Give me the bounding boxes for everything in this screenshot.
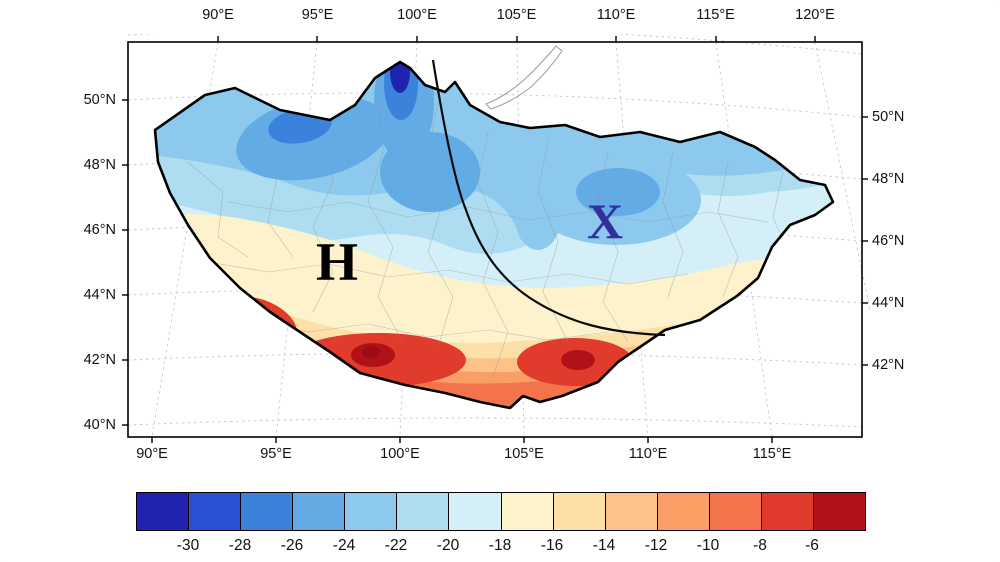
axis-right: 50°N 48°N 46°N 44°N 42°N bbox=[872, 109, 905, 373]
axis-left: 50°N 48°N 46°N 44°N 42°N 40°N bbox=[83, 92, 116, 433]
marker-h: H bbox=[316, 232, 358, 292]
colorbar-labels: -30 -28 -26 -24 -22 -20 -18 -16 -14 -12 -10 -8 -6 bbox=[176, 537, 819, 554]
temp-contour-layer bbox=[390, 62, 410, 93]
colorbar-cell bbox=[137, 493, 189, 530]
colorbar bbox=[136, 492, 866, 531]
temp-contour-layer bbox=[576, 168, 660, 216]
mongolia-outline bbox=[153, 60, 835, 410]
colorbar-cell bbox=[656, 493, 709, 530]
colorbar-cell bbox=[188, 493, 241, 530]
front-line bbox=[431, 59, 666, 337]
colorbar-cell bbox=[292, 493, 345, 530]
colorbar-cell bbox=[448, 493, 501, 530]
province-boundaries bbox=[187, 101, 789, 378]
colorbar-cell bbox=[344, 493, 397, 530]
colorbar-cell bbox=[500, 493, 553, 530]
axis-top: 90°E 95°E 100°E 105°E 110°E 115°E 120°E bbox=[202, 7, 835, 23]
colorbar-cell bbox=[604, 493, 657, 530]
temp-contour-layer bbox=[155, 214, 833, 344]
colorbar-cell bbox=[813, 493, 866, 530]
temp-contour-layer bbox=[362, 346, 380, 358]
map-plot: H X bbox=[122, 34, 870, 443]
colorbar-cell bbox=[552, 493, 605, 530]
temp-contour-layer bbox=[380, 132, 480, 212]
plot-border bbox=[127, 41, 863, 438]
marker-x: X bbox=[587, 193, 623, 249]
temp-contour-layer bbox=[561, 350, 595, 370]
axis-ticks bbox=[122, 36, 868, 443]
colorbar-cell bbox=[760, 493, 814, 530]
colorbar-cell bbox=[240, 493, 293, 530]
colorbar-cell bbox=[396, 493, 449, 530]
lake-outline bbox=[485, 45, 563, 110]
axis-bottom: 90°E 95°E 100°E 105°E 110°E 115°E bbox=[136, 446, 792, 462]
colorbar-cell bbox=[708, 493, 761, 530]
